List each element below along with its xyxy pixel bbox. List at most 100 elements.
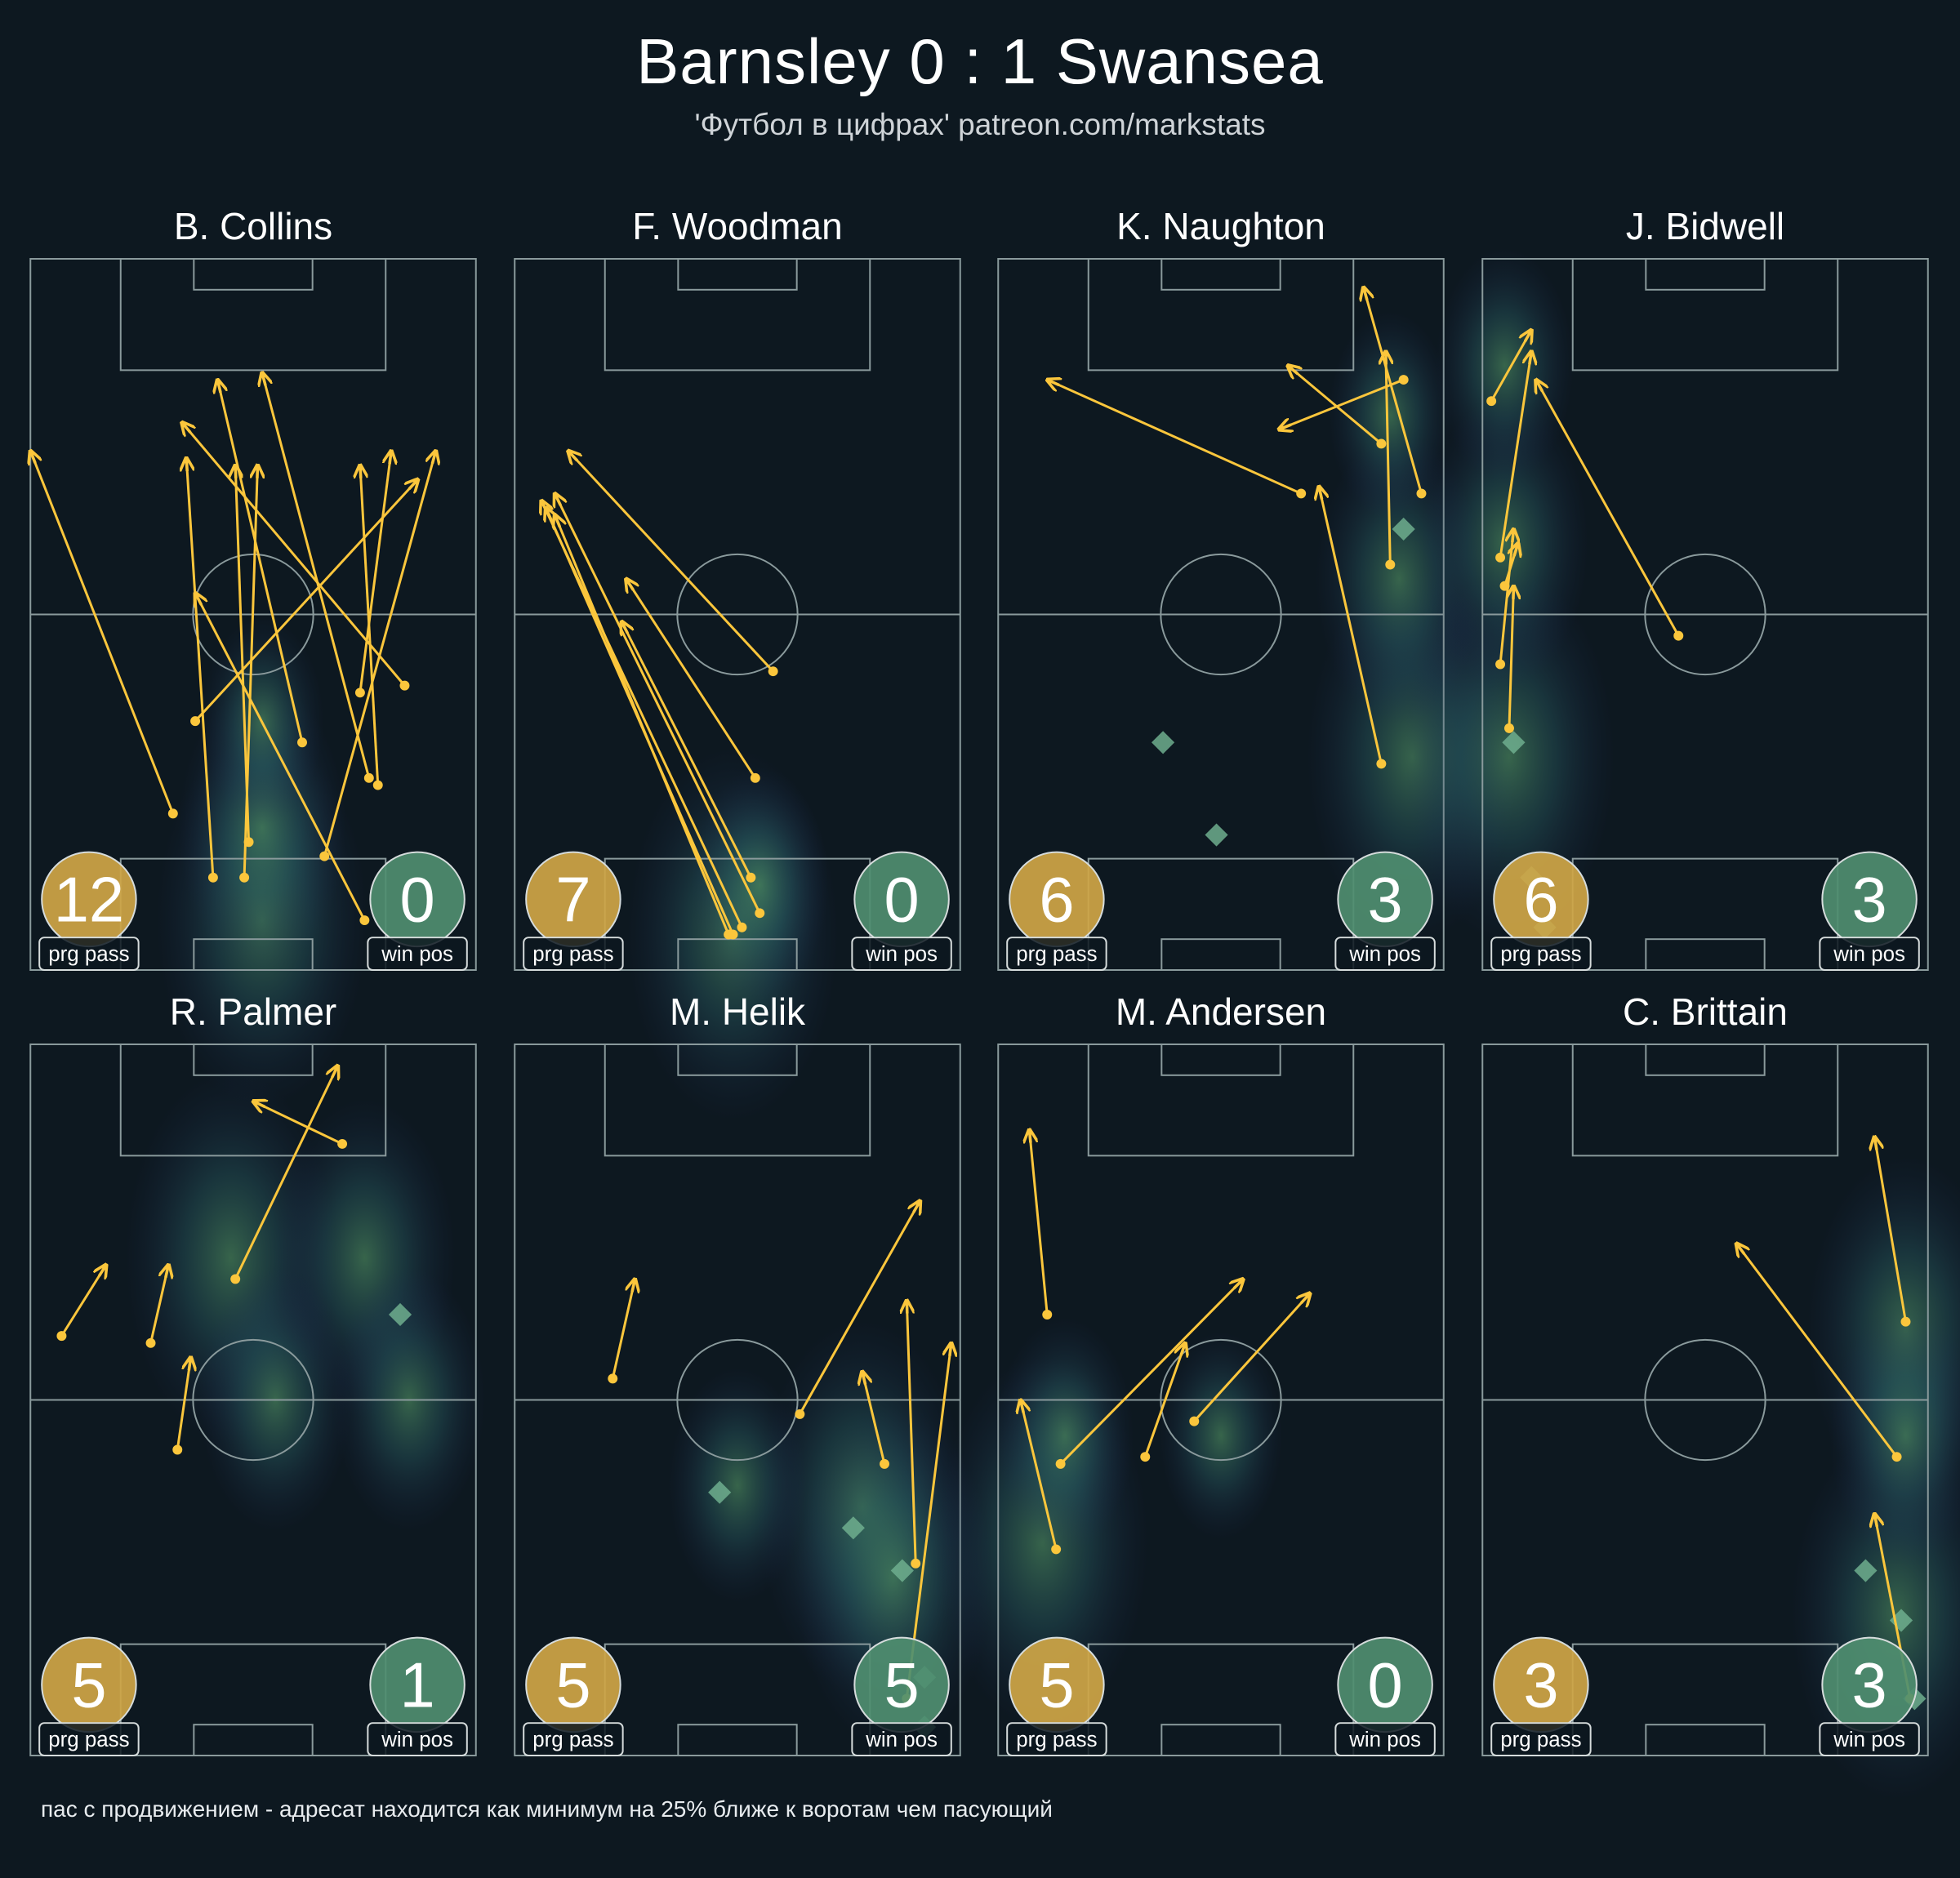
prg-pass-value: 5 <box>71 1650 106 1720</box>
footnote: пас с продвижением - адресат находится к… <box>41 1796 1053 1822</box>
pass-arrow <box>323 451 435 857</box>
pass-arrow <box>1509 586 1513 728</box>
pass-arrow <box>1193 1293 1310 1422</box>
win-pos-label-box <box>851 1722 952 1757</box>
pass-origin <box>608 1373 618 1384</box>
pass-arrow <box>1499 351 1531 559</box>
pass-arrow <box>176 1357 190 1450</box>
win-pos-label: win pos <box>1833 1729 1905 1751</box>
bottom-goal-area <box>193 1724 314 1757</box>
prg-pass-label-box <box>1006 1722 1107 1757</box>
pass-arrow <box>906 1301 917 1564</box>
bottom-penalty-area <box>119 1643 387 1757</box>
pass-origin <box>1296 488 1307 499</box>
pass-origin <box>363 772 374 783</box>
pass-origin <box>1673 630 1684 641</box>
win-pos-label: win pos <box>1348 1729 1421 1751</box>
centre-circle <box>1644 553 1766 676</box>
top-penalty-area <box>1571 257 1839 372</box>
heatmap-blob <box>1420 398 1589 689</box>
pass-origin <box>737 922 747 932</box>
top-goal-area <box>193 257 314 291</box>
bottom-goal-area <box>677 938 798 972</box>
pass-arrow <box>194 479 418 723</box>
pass-arrow <box>1503 543 1518 587</box>
centre-circle <box>676 553 799 676</box>
pitch-chart: 5 prg pass 5 win pos <box>514 1043 992 1757</box>
pass-arrow <box>234 1066 337 1280</box>
pitch-lines <box>997 1043 1445 1757</box>
heatmap-layer <box>125 1070 486 1532</box>
pass-arrow <box>1288 366 1383 445</box>
prg-pass-label-box <box>1490 937 1592 972</box>
pass-arrow <box>1536 380 1680 637</box>
pass-arrow <box>1047 380 1302 495</box>
chart-title: Barnsley 0 : 1 Swansea <box>636 25 1324 97</box>
pass-arrow <box>30 451 175 814</box>
pass-origin <box>1376 759 1387 769</box>
win-pos-label: win pos <box>865 1729 938 1751</box>
prg-pass-value: 6 <box>1523 865 1558 935</box>
top-goal-area <box>193 1043 314 1076</box>
win-position-marker <box>1392 517 1415 541</box>
win-pos-label-box <box>367 1722 468 1757</box>
bottom-goal-area <box>677 1724 798 1757</box>
player-name: K. Naughton <box>1116 205 1325 247</box>
pitch-chart: 6 prg pass 3 win pos <box>1403 247 1929 972</box>
pass-arrow <box>555 493 761 914</box>
top-goal-area <box>1645 257 1766 291</box>
pitch-lines <box>1481 257 1929 972</box>
centre-circle <box>1160 553 1282 676</box>
player-name: M. Andersen <box>1115 990 1327 1033</box>
pass-origin <box>880 1458 889 1469</box>
pass-origin <box>297 737 307 748</box>
pass-origin <box>359 915 370 926</box>
win-position-marker <box>890 1559 914 1582</box>
heatmap-blob <box>1159 1331 1283 1540</box>
top-penalty-area <box>604 257 871 372</box>
pitch-lines <box>29 1043 477 1757</box>
pass-origin <box>795 1408 805 1419</box>
win-pos-label-box <box>367 937 468 972</box>
win-pos-value: 1 <box>399 1650 434 1720</box>
pass-arrow <box>1319 487 1383 764</box>
pass-arrow <box>1021 1400 1058 1550</box>
pass-origin <box>56 1331 67 1342</box>
pass-origin <box>239 872 250 883</box>
prg-pass-value: 5 <box>1039 1650 1074 1720</box>
player-name: B. Collins <box>173 205 333 247</box>
pass-origin <box>372 780 383 790</box>
heatmap-blob <box>1403 569 1615 944</box>
player-name: J. Bidwell <box>1625 205 1785 247</box>
prg-pass-label: prg pass <box>1016 1729 1097 1751</box>
player-panel: B. Collins 12 prg pass 0 win pos <box>29 204 478 1107</box>
pass-origin <box>145 1337 156 1348</box>
bottom-goal-area <box>1160 1724 1281 1757</box>
heatmap-blob <box>668 1367 807 1604</box>
pass-arrow <box>359 451 391 693</box>
bottom-goal-area <box>1645 938 1766 972</box>
win-pos-value: 0 <box>1367 1650 1402 1720</box>
pitch-chart: 3 prg pass 3 win pos <box>1481 1043 1960 1800</box>
centre-circle <box>1160 1338 1282 1462</box>
heatmap-layer <box>1403 247 1615 944</box>
bottom-goal-area <box>193 938 314 972</box>
pass-origin <box>1499 581 1510 591</box>
pass-origin <box>768 666 778 677</box>
player-panel: F. Woodman 7 prg pass 0 win pos <box>513 204 962 1122</box>
player-panel: R. Palmer 5 prg pass 1 win pos <box>29 990 486 1757</box>
prg-pass-label: prg pass <box>1500 1729 1581 1751</box>
prg-pass-label: prg pass <box>532 943 613 966</box>
player-name: R. Palmer <box>169 990 337 1033</box>
top-penalty-area <box>1571 1043 1839 1157</box>
top-goal-area <box>1160 1043 1281 1076</box>
pass-arrow <box>799 1201 920 1415</box>
pass-origin <box>337 1138 348 1149</box>
pitch-lines <box>997 257 1445 972</box>
player-name: C. Brittain <box>1623 990 1788 1033</box>
top-penalty-area <box>604 1043 871 1157</box>
bottom-penalty-area <box>1087 1643 1355 1757</box>
pass-origin <box>172 1444 183 1455</box>
player-name: M. Helik <box>669 990 806 1033</box>
prg-pass-label-box <box>38 937 140 972</box>
